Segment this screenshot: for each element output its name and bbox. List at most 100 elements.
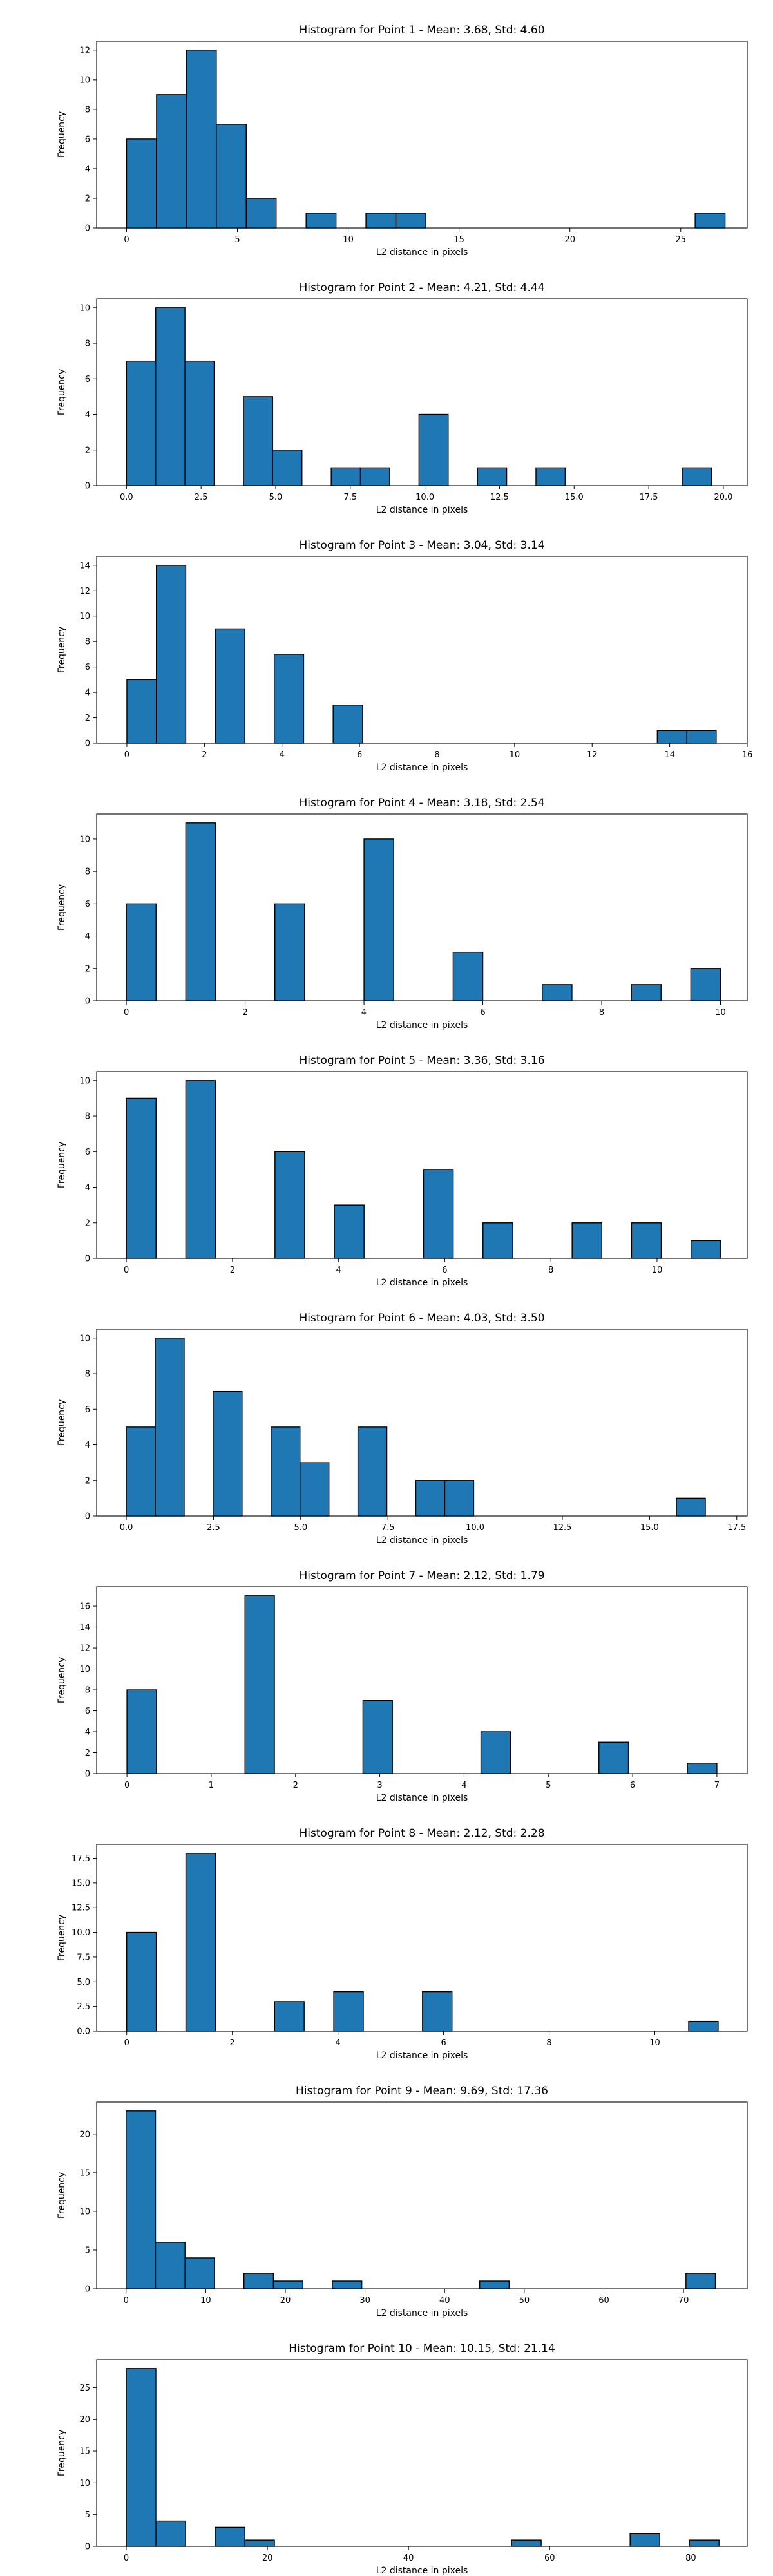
histogram-bar	[243, 2273, 274, 2289]
histogram-bar	[631, 1222, 662, 1259]
y-tick-label: 0	[85, 1512, 90, 1522]
y-tick-label: 10	[79, 1665, 90, 1674]
histogram-bar	[273, 654, 305, 744]
x-tick-label: 8	[548, 1265, 553, 1275]
x-axis-label: L2 distance in pixels	[376, 1278, 468, 1288]
histogram-bar	[357, 1426, 388, 1517]
y-tick-label: 10	[79, 612, 90, 621]
histogram-bar	[571, 1222, 602, 1259]
histogram-bar	[185, 822, 216, 1001]
x-tick-label: 6	[480, 1008, 485, 1018]
x-tick-label: 15.0	[565, 493, 584, 502]
histogram-bar	[215, 2526, 245, 2547]
y-tick-label: 0	[85, 739, 90, 749]
x-tick-label: 6	[630, 1781, 635, 1790]
x-tick-label: 2	[230, 1265, 235, 1275]
x-tick-label: 25	[675, 235, 686, 245]
histogram-bar	[155, 2520, 186, 2547]
histogram-chart-10: Histogram for Point 10 - Mean: 10.15, St…	[57, 2342, 748, 2576]
plot-frame	[96, 298, 748, 486]
x-tick-label: 0	[124, 1008, 129, 1018]
x-tick-label: 5.0	[294, 1523, 307, 1533]
y-tick-label: 10	[79, 1076, 90, 1086]
histogram-bar	[185, 1853, 216, 2032]
chart-title: Histogram for Point 3 - Mean: 3.04, Std:…	[299, 539, 544, 552]
y-tick-label: 8	[85, 1686, 90, 1696]
y-tick-label: 2	[85, 446, 90, 455]
histogram-bar	[216, 124, 247, 229]
chart-title: Histogram for Point 4 - Mean: 3.18, Std:…	[299, 797, 544, 810]
histogram-bar	[598, 1741, 629, 1774]
y-tick-label: 6	[85, 1405, 90, 1415]
histogram-bar	[359, 467, 390, 486]
x-axis-label: L2 distance in pixels	[376, 2050, 468, 2061]
x-tick-label: 5	[546, 1781, 551, 1790]
x-tick-label: 50	[519, 2296, 530, 2306]
histogram-bar	[415, 1480, 446, 1517]
x-tick-label: 2.5	[207, 1523, 220, 1533]
x-tick-label: 4	[336, 1265, 341, 1275]
y-tick-label: 12.5	[72, 1904, 90, 1913]
histogram-bar	[300, 1462, 330, 1517]
x-tick-label: 14	[664, 750, 675, 760]
x-tick-label: 8	[546, 2038, 551, 2048]
histogram-bar	[272, 450, 303, 486]
y-tick-label: 6	[85, 1707, 90, 1716]
y-tick-label: 15	[79, 2447, 90, 2457]
histogram-bar	[452, 951, 484, 1001]
x-tick-label: 7.5	[343, 493, 357, 502]
y-tick-label: 20	[79, 2130, 90, 2139]
y-tick-label: 16	[79, 1602, 90, 1612]
histogram-bar	[156, 94, 187, 229]
histogram-bar	[694, 213, 726, 229]
histogram-bar	[305, 213, 337, 229]
y-tick-label: 2	[85, 964, 90, 974]
histogram-bar	[184, 2257, 215, 2289]
y-tick-label: 14	[79, 561, 90, 571]
y-tick-label: 4	[85, 1728, 90, 1738]
x-axis-label: L2 distance in pixels	[376, 247, 468, 258]
histogram-bar	[126, 679, 157, 744]
x-tick-label: 30	[359, 2296, 370, 2306]
x-tick-label: 4	[461, 1781, 466, 1790]
x-tick-label: 12	[587, 750, 598, 760]
histogram-bar	[126, 1097, 157, 1259]
histogram-bar	[688, 2020, 719, 2032]
y-axis-label: Frequency	[57, 1657, 67, 1703]
x-tick-label: 4	[336, 2038, 341, 2048]
histogram-bar	[363, 838, 394, 1001]
histogram-bar	[479, 2280, 510, 2289]
histogram-bar	[126, 1426, 156, 1517]
y-tick-label: 12	[79, 587, 90, 596]
y-tick-label: 6	[85, 135, 90, 144]
x-tick-label: 10	[649, 2038, 660, 2048]
y-tick-label: 15	[79, 2168, 90, 2178]
y-tick-label: 8	[85, 339, 90, 349]
chart-title: Histogram for Point 1 - Mean: 3.68, Std:…	[299, 24, 544, 37]
y-tick-label: 10	[79, 2479, 90, 2488]
histogram-bar	[631, 984, 662, 1001]
histogram-bar	[656, 730, 687, 744]
x-tick-label: 80	[685, 2553, 696, 2563]
histogram-chart-8: Histogram for Point 8 - Mean: 2.12, Std:…	[57, 1827, 748, 2061]
y-tick-label: 10	[79, 835, 90, 844]
plot-frame	[96, 2359, 748, 2547]
y-tick-label: 2.5	[77, 2002, 90, 2012]
x-tick-label: 20	[262, 2553, 273, 2563]
y-tick-label: 6	[85, 900, 90, 909]
histogram-bar	[682, 467, 712, 486]
x-tick-label: 40	[403, 2553, 414, 2563]
y-tick-label: 2	[85, 714, 90, 723]
histogram-bar	[444, 1480, 475, 1517]
y-tick-label: 2	[85, 1218, 90, 1228]
x-tick-label: 8	[599, 1008, 604, 1018]
histogram-bar	[685, 2273, 716, 2289]
chart-title: Histogram for Point 10 - Mean: 10.15, St…	[289, 2342, 555, 2355]
y-tick-label: 2	[85, 1748, 90, 1758]
histogram-bar	[365, 213, 397, 229]
x-tick-label: 10	[652, 1265, 663, 1275]
histogram-bar	[332, 705, 363, 744]
y-tick-label: 4	[85, 1441, 90, 1450]
chart-title: Histogram for Point 9 - Mean: 9.69, Std:…	[296, 2085, 548, 2098]
